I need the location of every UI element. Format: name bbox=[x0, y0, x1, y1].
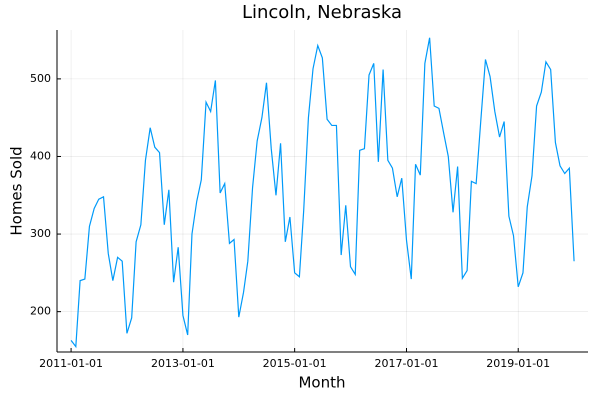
x-tick-label: 2013-01-01 bbox=[151, 357, 215, 370]
x-tick-label: 2015-01-01 bbox=[263, 357, 327, 370]
y-tick-label: 500 bbox=[30, 72, 51, 85]
x-tick-label: 2019-01-01 bbox=[486, 357, 550, 370]
y-axis-label: Homes Sold bbox=[8, 146, 26, 235]
x-tick-label: 2011-01-01 bbox=[39, 357, 103, 370]
chart-title: Lincoln, Nebraska bbox=[242, 2, 402, 23]
y-tick-label: 400 bbox=[30, 149, 51, 162]
data-line bbox=[70, 37, 575, 349]
y-tick-label: 200 bbox=[30, 305, 51, 318]
y-tick-label: 300 bbox=[30, 227, 51, 240]
x-axis-label: Month bbox=[298, 374, 345, 392]
x-tick-label: 2017-01-01 bbox=[375, 357, 439, 370]
